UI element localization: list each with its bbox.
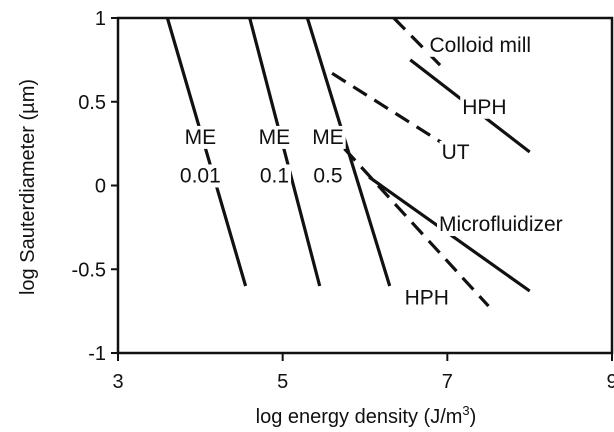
- annotation-background: [460, 95, 509, 119]
- annotation-background: [439, 141, 472, 164]
- annotation-background: [427, 33, 534, 57]
- plot-area: 3 5 7 9 1 0.5 0 -0.5 -1 ME 0.01 ME 0.1 ME 0.5 Colloid …: [72, 8, 614, 393]
- annotation-label: 0.01: [180, 164, 221, 187]
- dashed-line-8: [343, 147, 490, 308]
- y-tick-label: 0.5: [78, 92, 106, 114]
- annotation-background: [256, 125, 293, 149]
- annotation-background: [436, 213, 565, 237]
- annotation-label: ME: [259, 126, 291, 149]
- dashed-line-6: [392, 16, 445, 70]
- x-axis-title: log energy density (J/m3): [256, 403, 477, 428]
- y-tick-label: -0.5: [72, 259, 106, 281]
- annotation-background: [311, 164, 345, 188]
- annotation-label: ME: [312, 126, 344, 149]
- annotation-label: 0.5: [313, 164, 342, 187]
- y-tick-label: -1: [88, 343, 106, 365]
- y-tick-label: 1: [95, 8, 106, 30]
- annotation-label: HPH: [462, 96, 506, 119]
- annotation-label: 0.1: [260, 164, 289, 187]
- y-axis-title: log Sauterdiameter (µm): [17, 79, 39, 295]
- annotation-label: Colloid mill: [430, 34, 532, 57]
- series-layer: [165, 16, 531, 308]
- annotation-background: [177, 164, 223, 188]
- annotation-label: ME: [185, 126, 217, 149]
- annotation-background: [402, 286, 451, 310]
- annotation-background: [257, 164, 292, 188]
- solid-line-2: [248, 17, 322, 287]
- x-tick-label: 9: [606, 371, 614, 393]
- x-tick-label: 3: [112, 371, 123, 393]
- annotations-layer: ME 0.01 ME 0.1 ME 0.5 Colloid mill HPH UT Microfl…: [177, 33, 565, 310]
- annotation-label: UT: [442, 141, 470, 164]
- annotation-label: Microfluidizer: [439, 213, 563, 236]
- annotation-label: HPH: [405, 287, 449, 310]
- x-tick-label: 5: [277, 371, 288, 393]
- x-tick-label: 7: [442, 371, 453, 393]
- dashed-line-7: [331, 71, 445, 145]
- solid-line-1: [165, 17, 248, 287]
- annotation-background: [182, 125, 219, 149]
- ticks-layer: 3 5 7 9 1 0.5 0 -0.5 -1: [72, 8, 614, 393]
- annotation-background: [310, 125, 346, 149]
- y-tick-label: 0: [95, 176, 106, 198]
